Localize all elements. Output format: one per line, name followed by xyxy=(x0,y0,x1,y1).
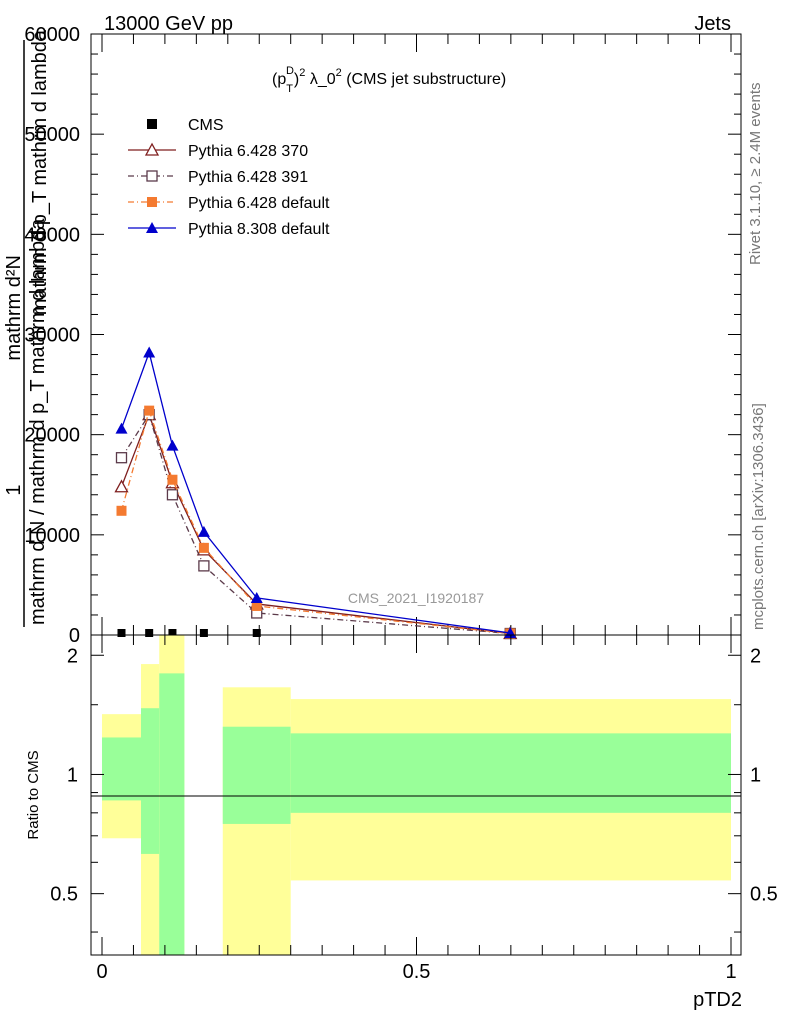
ratio-ytick-label: 1 xyxy=(67,764,78,786)
ratio-bands xyxy=(102,635,731,955)
main-ytick-label: 20000 xyxy=(24,425,80,447)
xtick-label: 0.5 xyxy=(403,961,431,983)
data-point xyxy=(251,600,262,611)
title-part-b: ) xyxy=(294,71,299,88)
main-panel: 0 10000 20000 30000 40000 50000 60000 CMS_2021… xyxy=(24,24,742,647)
main-series xyxy=(114,346,518,640)
data-point xyxy=(168,629,177,637)
x-axis-label: pTD2 xyxy=(693,989,742,1011)
title-sup2: 2 xyxy=(299,67,305,79)
ratio-y-ticks: 0.5 0.5 1 1 2 2 xyxy=(50,645,778,933)
legend-entry: Pythia 8.308 default xyxy=(128,221,330,238)
ratio-band-green xyxy=(290,733,731,813)
ratio-band-green xyxy=(140,708,160,854)
legend-marker xyxy=(147,197,157,207)
ratio-ytick-label: 0.5 xyxy=(50,884,78,906)
legend-label: Pythia 6.428 370 xyxy=(188,143,308,160)
legend-entry: Pythia 6.428 391 xyxy=(128,169,308,186)
title-sup3: 2 xyxy=(336,67,342,79)
data-point xyxy=(145,629,154,637)
legend-marker xyxy=(146,170,158,182)
ratio-panel: 0.5 0.51 12 2 0 0.5 1 Ratio to CMS pTD2 xyxy=(25,634,778,1011)
data-point xyxy=(198,560,210,572)
legend-label: Pythia 6.428 default xyxy=(188,195,330,212)
main-ytick-label: 30000 xyxy=(24,325,80,347)
data-point xyxy=(116,505,127,516)
header-right: Jets xyxy=(694,13,731,35)
main-y-ticks: 0 10000 20000 30000 40000 50000 60000 xyxy=(24,24,741,647)
ratio-ytick-label-right: 1 xyxy=(750,764,761,786)
xtick-label: 0 xyxy=(96,961,107,983)
data-point xyxy=(198,542,209,553)
legend-marker xyxy=(147,119,157,129)
title-part-d: (CMS jet substructure) xyxy=(342,71,506,88)
ratio-ytick-label-right: 0.5 xyxy=(750,884,778,906)
y-label-den1: mathrm d p_T mathrm d lambda xyxy=(29,29,51,315)
data-point xyxy=(167,474,178,485)
data-point xyxy=(114,479,129,493)
data-point xyxy=(166,489,179,501)
legend-label: Pythia 8.308 default xyxy=(188,221,330,238)
series-line xyxy=(120,413,511,635)
ratio-band-green xyxy=(159,673,185,955)
y-label-den2: mathrm d N / mathrm d p_T mathrm d lambd… xyxy=(27,218,49,625)
main-ytick-label: 0 xyxy=(69,625,80,647)
legend-entry: CMS xyxy=(147,117,224,134)
legend-marker xyxy=(146,222,158,233)
data-point xyxy=(199,629,208,637)
series-line xyxy=(120,350,511,634)
ratio-band-green xyxy=(222,726,291,824)
watermark: CMS_2021_I1920187 xyxy=(348,590,484,606)
data-point xyxy=(143,346,156,358)
ratio-ytick-label-right: 2 xyxy=(750,645,761,667)
title-part-c: λ_0 xyxy=(305,71,335,88)
data-point xyxy=(144,405,155,416)
main-ytick-label: 40000 xyxy=(24,224,80,246)
title-sup1: D xyxy=(286,65,294,77)
legend-label: CMS xyxy=(188,117,224,134)
main-y-label: 1 mathrm d²N mathrm d p_T mathrm d lambd… xyxy=(3,29,51,627)
legend-entry: Pythia 6.428 default xyxy=(128,195,330,212)
legend-entry: Pythia 6.428 370 xyxy=(128,142,308,160)
data-point xyxy=(115,452,128,464)
main-ytick-label: 10000 xyxy=(24,525,80,547)
main-ytick-label: 60000 xyxy=(24,24,80,46)
xtick-label: 1 xyxy=(725,961,736,983)
y-label-num: mathrm d²N xyxy=(3,255,25,361)
legend-marker xyxy=(144,142,160,156)
data-point xyxy=(197,525,210,537)
header-left: 13000 GeV pp xyxy=(104,13,233,35)
mcplots-label: mcplots.cern.ch [arXiv:1306.3436] xyxy=(750,403,767,630)
data-point xyxy=(166,439,179,451)
rivet-label: Rivet 3.1.10, ≥ 2.4M events xyxy=(747,83,764,266)
y-label-one: 1 xyxy=(3,484,25,495)
data-point xyxy=(252,629,261,637)
legend: CMS Pythia 6.428 370 Pythia 6.428 391 Pythi… xyxy=(128,117,330,238)
main-ytick-label: 50000 xyxy=(24,124,80,146)
data-point xyxy=(250,591,263,603)
title-part-a: (p xyxy=(272,71,286,88)
x-ticks: 0 0.5 1 xyxy=(96,635,737,983)
ratio-y-label: Ratio to CMS xyxy=(25,750,42,839)
chart-title: (pTD)2 λ_02 (CMS jet substructure) xyxy=(272,65,506,95)
title-sub: T xyxy=(286,83,293,95)
data-point xyxy=(117,629,126,637)
ratio-band-green xyxy=(102,737,141,801)
data-point xyxy=(115,422,128,434)
ratio-ytick-label: 2 xyxy=(67,645,78,667)
legend-label: Pythia 6.428 391 xyxy=(188,169,308,186)
